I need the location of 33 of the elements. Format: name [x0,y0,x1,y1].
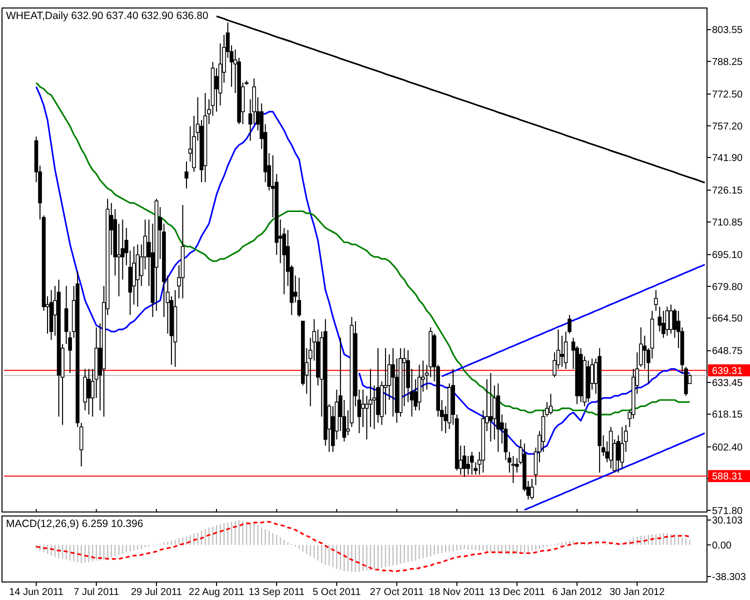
y-tick-label: 710.85 [712,217,744,228]
y-tick-label: 618.15 [712,410,744,421]
chart-title: WHEAT,Daily 632.90 637.40 632.90 636.80 [6,10,209,22]
y-tick-label: 602.40 [712,442,744,454]
x-tick-label: 13 Sep 2011 [248,587,306,598]
x-tick-label: 5 Oct 2011 [312,587,362,598]
y-tick-label: 788.25 [712,56,744,68]
x-tick-label: 14 Jun 2011 [9,587,64,598]
y-tick-label: 0.00 [712,540,732,552]
x-tick-label: 7 Jul 2011 [74,587,120,598]
y-tick-label: 803.55 [712,25,744,36]
x-tick-label: 22 Aug 2011 [188,587,245,598]
x-tick-label: 6 Jan 2012 [552,587,602,598]
y-tick-label: 772.50 [712,90,744,101]
y-tick-label: 30.103 [712,516,744,527]
y-tick-label: 633.45 [712,378,744,389]
y-tick-label: 679.80 [712,282,744,293]
y-tick-label: 726.15 [712,186,744,197]
x-tick-label: 18 Nov 2011 [428,587,486,598]
x-tick-label: 30 Jan 2012 [610,587,666,598]
y-tick-label: 571.80 [712,506,744,517]
y-tick-label: -38.303 [712,572,746,583]
chart-title: MACD(12,26,9) 6.259 10.396 [6,518,144,530]
y-tick-label: 741.90 [712,153,744,164]
x-tick-label: 13 Dec 2011 [488,587,546,598]
y-tick-label: 695.10 [712,250,744,262]
y-tick-label: 664.50 [712,314,744,325]
y-tick-label: 648.75 [712,346,744,358]
y-tick-label: 757.20 [712,121,744,132]
ref-line-label: 588.31 [712,472,744,483]
x-tick-label: 29 Jul 2011 [130,587,182,598]
ref-line-label: 639.31 [712,366,744,377]
x-tick-label: 27 Oct 2011 [370,587,424,598]
